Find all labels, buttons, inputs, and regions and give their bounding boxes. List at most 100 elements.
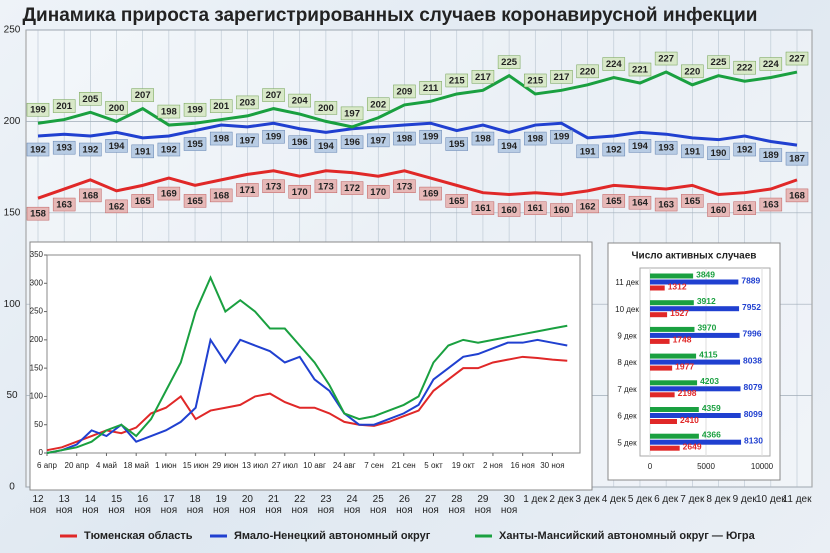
x-tick-label: 20 апр <box>65 461 90 470</box>
value-label-box <box>288 184 311 199</box>
value-label: 168 <box>213 190 229 201</box>
y-tick-label: 8 дек <box>617 358 637 367</box>
value-label: 165 <box>135 196 152 207</box>
x-tick-label: 27 ноя <box>422 494 439 516</box>
bar <box>650 279 739 285</box>
value-label: 4359 <box>702 403 721 413</box>
x-tick-label: 21 сен <box>392 461 416 470</box>
bar <box>650 386 741 392</box>
x-tick-label: 21 ноя <box>265 494 282 516</box>
value-label-box <box>209 99 233 113</box>
x-tick-label: 25 ноя <box>369 494 387 516</box>
value-label-box <box>654 197 678 212</box>
value-label: 161 <box>527 203 544 214</box>
value-label-box <box>707 55 730 69</box>
value-label: 165 <box>684 196 701 207</box>
x-tick-label: 16 ноя <box>134 494 151 516</box>
value-label: 169 <box>161 189 177 200</box>
value-label: 3970 <box>697 323 716 333</box>
value-label: 163 <box>56 200 72 211</box>
value-label: 224 <box>763 59 780 70</box>
value-label-box <box>340 135 364 149</box>
value-label: 209 <box>396 86 412 97</box>
value-label: 165 <box>187 196 204 207</box>
y-tick-label: 6 дек <box>617 412 637 421</box>
value-label: 197 <box>370 135 386 146</box>
value-label: 170 <box>370 187 386 198</box>
value-label-box <box>550 129 573 144</box>
value-label: 8099 <box>744 409 763 419</box>
bar <box>650 433 699 439</box>
value-label-box <box>52 99 76 113</box>
x-tick-label: 15 ноя <box>108 494 125 516</box>
x-tick-label: 20 ноя <box>239 494 256 516</box>
value-label-box <box>681 64 704 79</box>
value-label: 192 <box>30 145 46 156</box>
value-label: 193 <box>56 143 72 154</box>
value-label-box <box>79 92 102 106</box>
y-tick-label: 7 дек <box>617 385 637 394</box>
x-tick-label: 27 июл <box>272 461 298 470</box>
value-label-box <box>445 73 469 88</box>
value-label: 201 <box>213 101 230 112</box>
value-label: 2649 <box>683 441 702 451</box>
value-label-box <box>497 55 521 69</box>
value-label-box <box>393 131 416 146</box>
bar <box>650 419 677 424</box>
x-tick-label: 18 май <box>123 461 149 470</box>
value-label-box <box>262 129 285 144</box>
value-label-box <box>131 88 154 102</box>
bar <box>650 353 697 359</box>
bar <box>650 338 670 344</box>
value-label-box <box>785 51 809 66</box>
bar <box>650 365 673 371</box>
value-label: 217 <box>554 72 570 83</box>
x-tick-label: 29 ноя <box>474 494 492 516</box>
value-label-box <box>262 88 285 102</box>
bar <box>650 312 668 318</box>
value-label: 187 <box>789 154 805 165</box>
value-label-box <box>236 95 259 110</box>
y-tick-label: 11 дек <box>615 278 639 287</box>
value-label-box <box>366 133 390 148</box>
bar <box>650 392 675 398</box>
value-label-box <box>628 139 652 153</box>
x-tick-label: 3 дек <box>575 494 600 505</box>
bar <box>650 332 740 338</box>
value-label-box <box>314 139 338 153</box>
x-tick-label: 7 дек <box>680 494 705 505</box>
value-label: 194 <box>109 141 126 152</box>
value-label-box <box>602 142 626 157</box>
value-label: 173 <box>396 181 412 192</box>
y-tick-label: 200 <box>4 116 21 127</box>
value-label-box <box>681 144 704 159</box>
value-label: 161 <box>475 203 492 214</box>
x-tick-label: 10 авг <box>303 461 326 470</box>
x-tick-label: 24 ноя <box>343 494 361 516</box>
value-label: 194 <box>318 141 335 152</box>
value-label: 8079 <box>743 382 762 392</box>
bar <box>650 285 665 291</box>
value-label-box <box>497 139 521 153</box>
y-tick-label: 300 <box>30 278 44 287</box>
value-label-box <box>209 188 233 203</box>
value-label-box <box>550 203 573 217</box>
value-label-box <box>79 188 102 203</box>
value-label-box <box>340 106 364 121</box>
value-label: 7952 <box>742 302 761 312</box>
x-tick-label: 1 дек <box>523 494 548 505</box>
value-label: 198 <box>527 134 543 145</box>
value-label: 194 <box>501 141 518 152</box>
inset-box <box>29 241 593 491</box>
value-label: 190 <box>711 148 727 159</box>
value-label-box <box>471 131 495 146</box>
value-label-box <box>366 184 390 199</box>
value-label-box <box>26 142 50 157</box>
value-label: 164 <box>632 198 649 209</box>
value-label: 192 <box>161 145 177 156</box>
value-label: 161 <box>737 203 754 214</box>
y-tick-label: 150 <box>30 363 44 372</box>
x-tick-label: 9 дек <box>732 494 757 505</box>
value-label: 198 <box>213 134 229 145</box>
x-tick-label: 19 окт <box>452 461 475 470</box>
